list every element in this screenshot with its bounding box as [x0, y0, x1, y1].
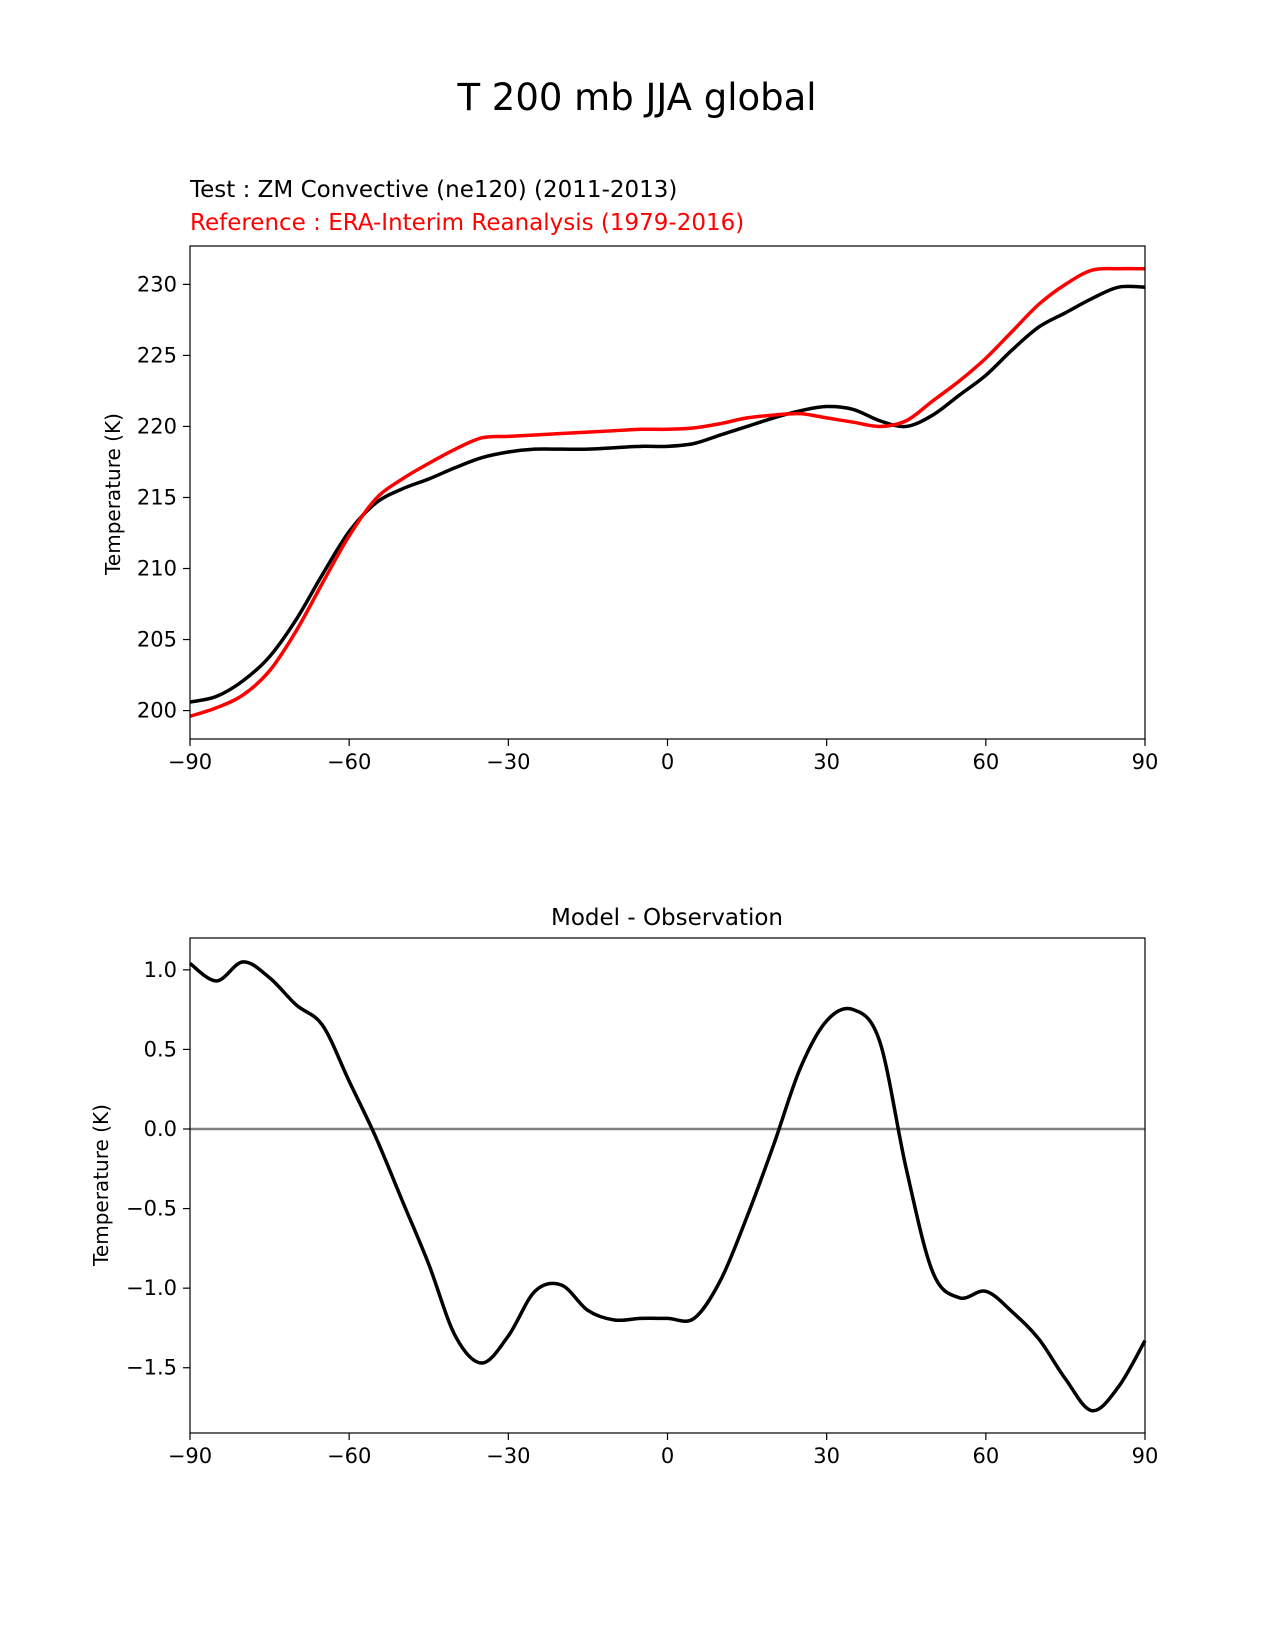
top-series-test: [189, 284, 1146, 704]
top-tick-group: −90 −60 −30 0 30 60 90 200 205 210 215 220 225 230: [137, 272, 1158, 774]
bottom-series-group: [188, 960, 1147, 1413]
bottom-y-tick-label: 0.5: [144, 1037, 177, 1061]
top-y-axis-label: Temperature (K): [101, 413, 125, 576]
bottom-y-tick-label: 0.0: [144, 1117, 177, 1141]
top-series-group: [189, 266, 1146, 718]
bottom-y-axis-label: Temperature (K): [89, 1104, 113, 1267]
bottom-tick-group: −90 −60 −30 0 30 60 90 1.0 0.5 0.0 −0.5 −1.0 −1.5: [126, 958, 1158, 1468]
top-y-tick-label: 220: [137, 414, 177, 438]
top-x-tick-label: 90: [1132, 750, 1159, 774]
bottom-series-model-observation: [188, 960, 1147, 1413]
bottom-x-tick-label: −30: [486, 1444, 530, 1468]
bottom-panel-title: Model - Observation: [551, 905, 783, 931]
top-y-tick-label: 225: [137, 343, 177, 367]
top-y-tick-label: 205: [137, 628, 177, 652]
bottom-x-tick-label: −90: [168, 1444, 212, 1468]
bottom-plot-frame: [189, 937, 1146, 1434]
top-y-tick-label: 210: [137, 557, 177, 581]
top-x-tick-label: −90: [168, 750, 212, 774]
test-label: Test : ZM Convective (ne120) (2011-2013): [189, 177, 677, 203]
top-x-tick-label: −60: [327, 750, 371, 774]
top-panel: Test : ZM Convective (ne120) (2011-2013)…: [101, 177, 1158, 774]
bottom-x-tick-label: 60: [972, 1444, 999, 1468]
top-y-tick-label: 200: [137, 699, 177, 723]
bottom-y-tick-label: −1.5: [126, 1356, 177, 1380]
top-x-tick-label: 60: [972, 750, 999, 774]
bottom-x-tick-label: 30: [813, 1444, 840, 1468]
top-x-tick-label: −30: [486, 750, 530, 774]
bottom-y-tick-label: 1.0: [144, 958, 177, 982]
figure-title: T 200 mb JJA global: [456, 76, 816, 119]
top-plot-frame: [189, 245, 1146, 740]
top-y-tick-label: 215: [137, 485, 177, 509]
top-series-reference: [189, 266, 1146, 718]
reference-label: Reference : ERA-Interim Reanalysis (1979…: [190, 210, 744, 236]
bottom-y-tick-label: −1.0: [126, 1276, 177, 1300]
top-x-tick-label: 30: [813, 750, 840, 774]
top-x-tick-label: 0: [661, 750, 674, 774]
bottom-y-tick-label: −0.5: [126, 1197, 177, 1221]
bottom-x-tick-label: −60: [327, 1444, 371, 1468]
bottom-x-tick-label: 0: [661, 1444, 674, 1468]
bottom-panel: Model - Observation Temperature (K) −90−…: [89, 905, 1158, 1468]
top-y-tick-label: 230: [137, 272, 177, 296]
bottom-x-tick-label: 90: [1132, 1444, 1159, 1468]
